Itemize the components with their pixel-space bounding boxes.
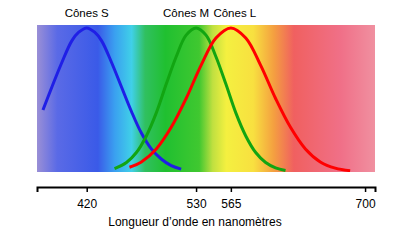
- x-axis: 420 530 565 700: [38, 187, 376, 211]
- tick-mark: [365, 187, 367, 192]
- chart: Cônes S Cônes M Cônes L 420 530 565 700 Longueu…: [0, 0, 413, 242]
- tick-label: 420: [77, 197, 97, 211]
- tick-label: 700: [356, 197, 376, 211]
- tick: 565: [221, 187, 241, 211]
- tick-label: 565: [221, 197, 241, 211]
- spectrum-background: [37, 25, 375, 172]
- series-label: Cônes L: [213, 7, 256, 19]
- axis-line: [38, 188, 376, 193]
- tick-mark: [196, 187, 198, 192]
- tick-label: 530: [187, 197, 207, 211]
- tick: 530: [187, 187, 207, 211]
- x-axis-title: Longueur d’onde en nanomètres: [108, 215, 281, 229]
- series-label: Cônes M: [163, 7, 209, 19]
- sensitivity-curve: [115, 28, 286, 171]
- tick-mark: [86, 187, 88, 192]
- tick: 700: [356, 187, 376, 211]
- tick-mark: [231, 187, 233, 192]
- sensitivity-curve: [129, 28, 350, 171]
- series-label: Cônes S: [65, 7, 109, 19]
- curves: [43, 28, 350, 171]
- tick: 420: [77, 187, 97, 211]
